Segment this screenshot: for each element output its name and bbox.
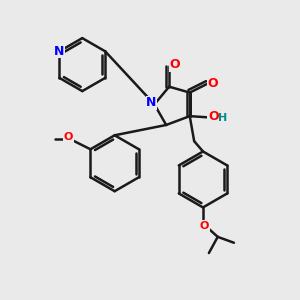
Text: O: O: [207, 77, 218, 90]
Text: H: H: [218, 112, 227, 123]
Text: O: O: [200, 221, 209, 231]
Text: N: N: [54, 45, 64, 58]
Text: O: O: [169, 58, 180, 71]
Text: O: O: [64, 133, 73, 142]
Text: O: O: [208, 110, 219, 123]
Text: N: N: [146, 96, 157, 110]
